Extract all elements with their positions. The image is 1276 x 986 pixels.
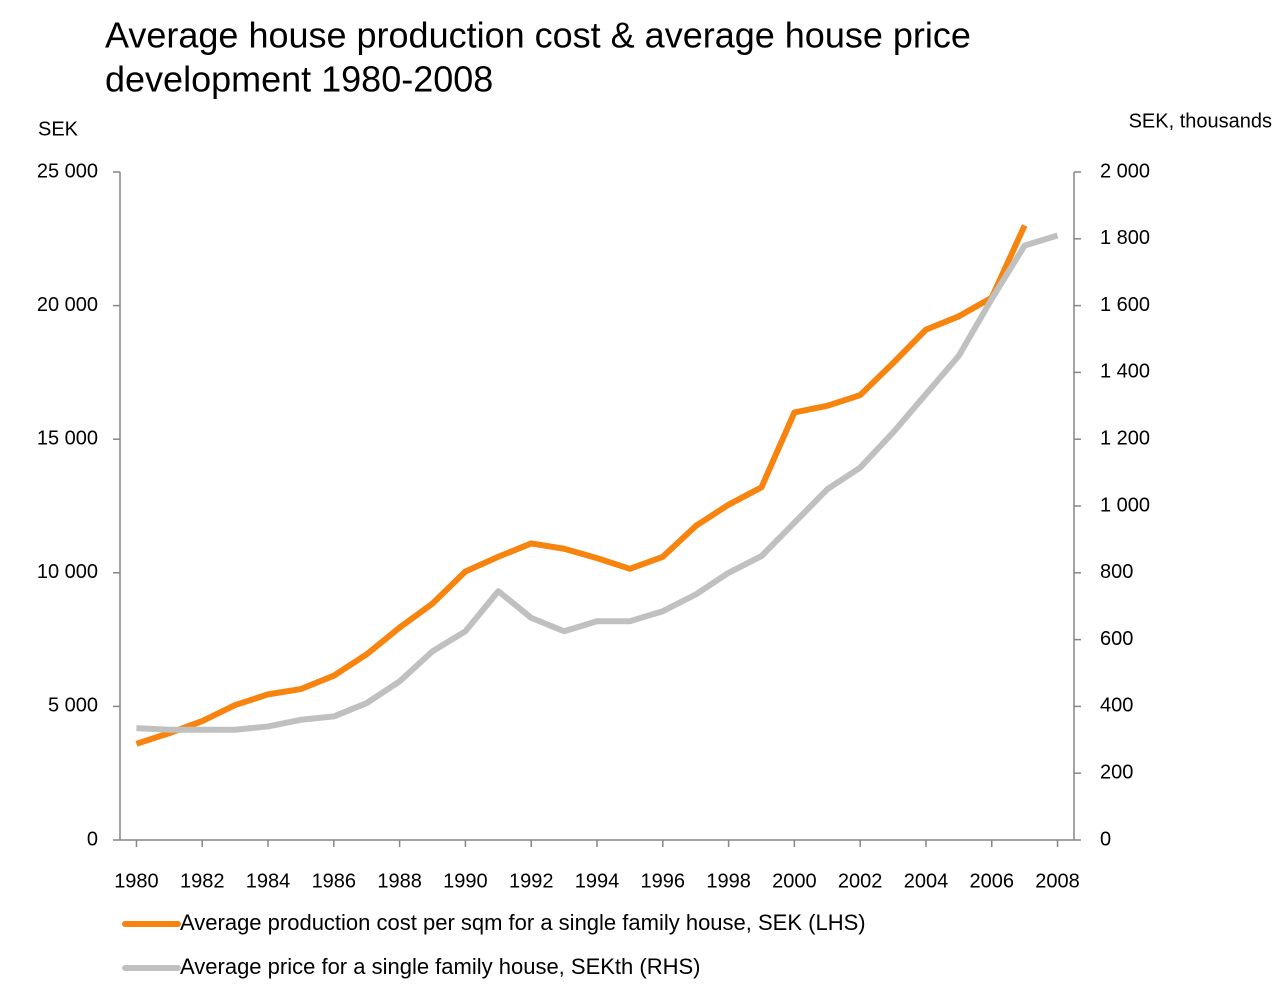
y-axis-label: SEK: [38, 118, 79, 140]
series-line: [136, 232, 1059, 733]
y2-tick-label: 0: [1100, 828, 1111, 850]
x-tick-label: 1992: [509, 870, 554, 892]
y2-tick-label: 2 000: [1100, 160, 1150, 182]
y-tick-label: 20 000: [37, 294, 98, 316]
y2-tick-label: 1 200: [1100, 427, 1150, 449]
x-tick-label: 1982: [180, 870, 225, 892]
y-tick-label: 0: [87, 828, 98, 850]
x-tick-label: 2006: [970, 870, 1015, 892]
y2-tick-label: 800: [1100, 561, 1133, 583]
y2-tick-label: 200: [1100, 761, 1133, 783]
y2-tick-label: 1 600: [1100, 294, 1150, 316]
x-tick-label: 1994: [575, 870, 620, 892]
x-tick-label: 2008: [1035, 870, 1080, 892]
series-line: [135, 224, 1028, 747]
x-tick-label: 1988: [377, 870, 422, 892]
y-tick-label: 25 000: [37, 160, 98, 182]
x-tick-label: 2004: [904, 870, 949, 892]
x-tick-label: 1990: [443, 870, 488, 892]
y-tick-label: 15 000: [37, 427, 98, 449]
y2-tick-label: 1 800: [1100, 227, 1150, 249]
x-tick-label: 2002: [838, 870, 883, 892]
x-tick-label: 1984: [246, 870, 291, 892]
y2-tick-label: 1 400: [1100, 361, 1150, 383]
x-tick-label: 1998: [706, 870, 751, 892]
y2-axis-label: SEK, thousands: [1129, 110, 1272, 132]
y2-tick-label: 1 000: [1100, 494, 1150, 516]
legend-label: Average production cost per sqm for a si…: [180, 910, 866, 935]
x-tick-label: 2000: [772, 870, 817, 892]
chart-title: development 1980-2008: [105, 59, 493, 100]
x-tick-label: 1996: [641, 870, 686, 892]
y2-tick-label: 600: [1100, 628, 1133, 650]
y-tick-label: 10 000: [37, 561, 98, 583]
legend-label: Average price for a single family house,…: [180, 954, 701, 979]
x-tick-label: 1980: [114, 870, 159, 892]
x-tick-label: 1986: [312, 870, 357, 892]
y-tick-label: 5 000: [48, 695, 98, 717]
y2-tick-label: 400: [1100, 695, 1133, 717]
chart-title: Average house production cost & average …: [105, 15, 971, 56]
